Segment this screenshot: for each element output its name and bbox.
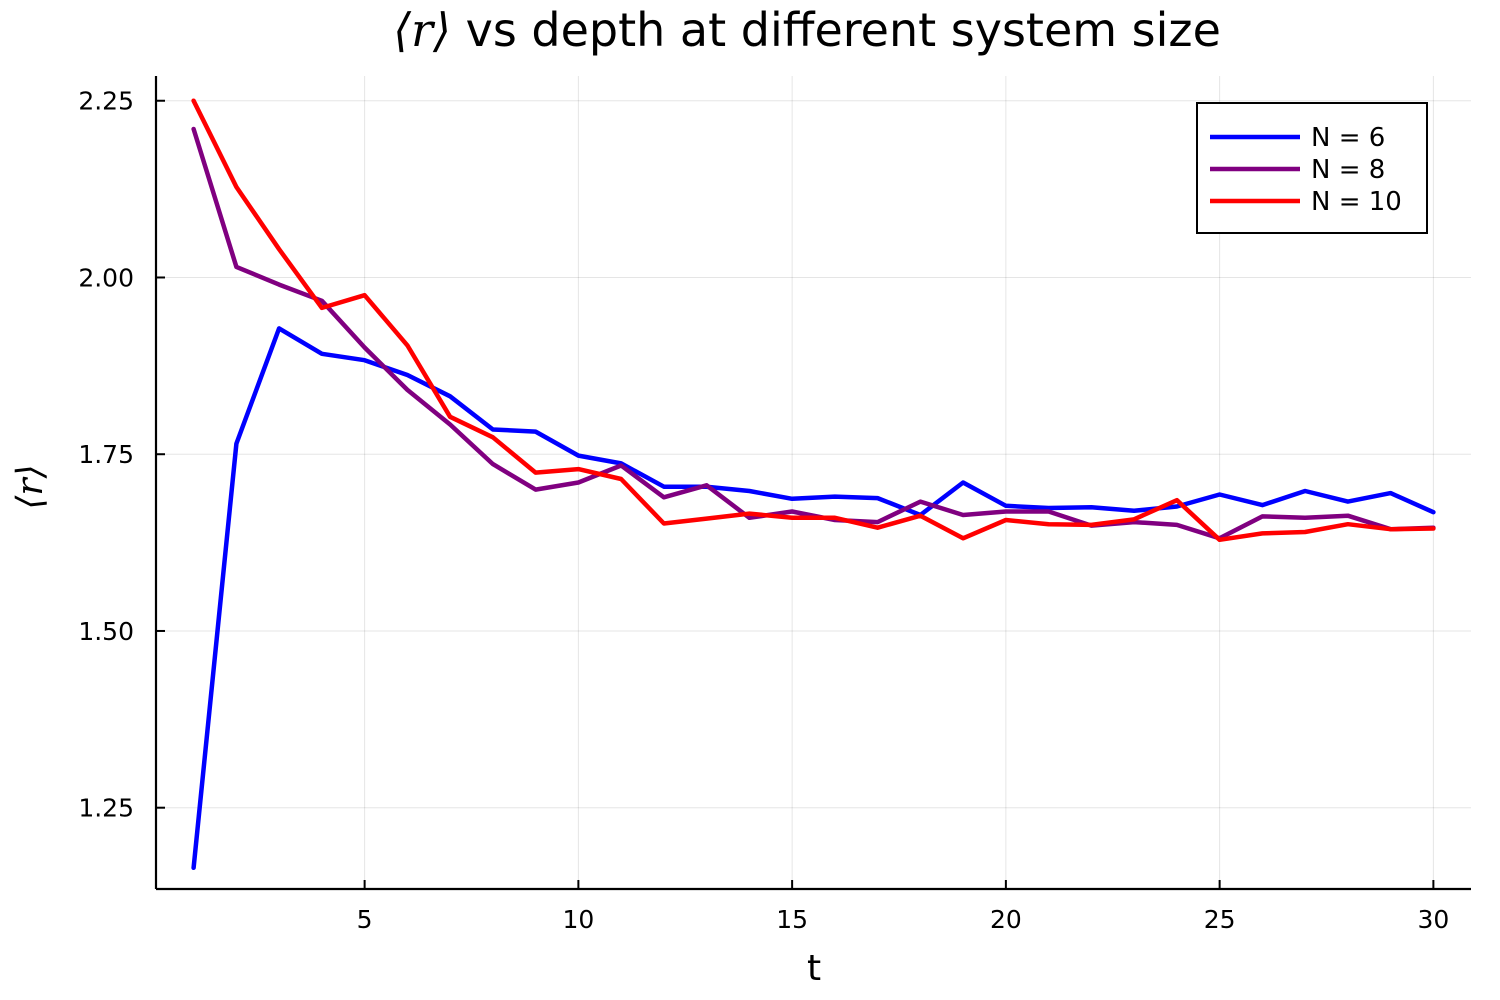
x-tick-label: 10	[562, 905, 594, 934]
x-tick-label: 15	[776, 905, 808, 934]
axes	[154, 76, 1471, 891]
legend-label-1: N = 6	[1311, 123, 1385, 153]
y-tick-label: 1.25	[78, 794, 134, 823]
y-tick-label: 2.25	[78, 87, 134, 116]
x-tick-label: 5	[357, 905, 373, 934]
series-lines	[191, 98, 1436, 871]
x-tick-label: 25	[1204, 905, 1236, 934]
y-tick-label: 2.00	[78, 263, 134, 292]
legend-label-3: N = 10	[1311, 187, 1402, 217]
series-line-3	[191, 98, 1436, 543]
series-line-1	[191, 326, 1436, 871]
axis-ticks: 5 10 15 20 25 30 1.25 1.50 1.75 2.00 2.25	[78, 87, 1449, 934]
x-tick-label: 20	[990, 905, 1022, 934]
legend: N = 6N = 8N = 10	[1196, 102, 1428, 234]
y-tick-label: 1.50	[78, 617, 134, 646]
x-axis-label: t	[807, 948, 821, 989]
chart-title-math: ⟨r⟩	[393, 3, 451, 57]
y-axis-label: ⟨r⟩	[10, 464, 51, 509]
y-tick-label: 1.75	[78, 440, 134, 469]
grid-lines	[156, 76, 1471, 889]
x-tick-label: 30	[1417, 905, 1449, 934]
chart-title: ⟨r⟩ vs depth at different system size	[393, 3, 1221, 57]
legend-label-2: N = 8	[1311, 155, 1385, 185]
chart-title-text: vs depth at different system size	[451, 3, 1221, 57]
